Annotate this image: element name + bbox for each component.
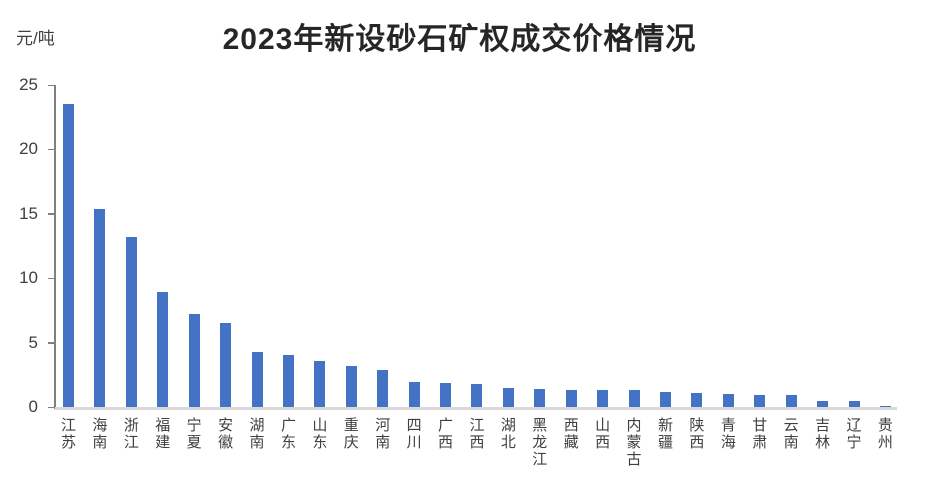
bar	[691, 393, 703, 407]
y-axis-tick	[48, 342, 55, 344]
bar	[408, 381, 420, 407]
y-axis-tick-label: 0	[28, 397, 38, 416]
bar	[94, 208, 106, 407]
y-axis-unit-label: 元/吨	[16, 29, 55, 48]
x-axis-label: 西藏	[561, 417, 579, 451]
bar	[377, 370, 389, 407]
bar	[817, 400, 829, 407]
bar	[628, 389, 640, 407]
y-axis-tick-label: 5	[28, 332, 38, 352]
y-axis-line	[53, 85, 56, 409]
y-axis-tick	[48, 148, 55, 151]
x-axis-label: 江苏	[59, 417, 76, 451]
bar	[597, 390, 609, 407]
x-axis-label: 陕西	[687, 417, 705, 451]
bar	[471, 384, 483, 407]
y-axis-tick	[48, 213, 55, 215]
x-axis-label: 湖北	[498, 417, 516, 451]
bar	[534, 388, 546, 407]
y-axis-tick-label: 15	[19, 203, 38, 223]
x-axis-label: 河南	[373, 417, 391, 451]
bar	[125, 236, 137, 407]
x-axis-label: 广西	[436, 417, 454, 451]
chart-title: 2023年新设砂石矿权成交价格情况	[222, 23, 697, 56]
y-axis-tick	[48, 277, 55, 280]
bar	[502, 387, 514, 407]
bar	[314, 361, 326, 407]
x-axis-label: 海南	[90, 417, 108, 451]
bar	[251, 351, 263, 407]
bar	[63, 104, 74, 407]
x-axis-label: 江西	[467, 417, 485, 451]
y-axis-tick	[48, 406, 55, 408]
bar	[188, 314, 200, 407]
bar	[754, 395, 766, 407]
x-axis-label: 宁夏	[184, 417, 202, 451]
bar	[722, 394, 734, 407]
bar	[157, 292, 169, 407]
x-axis-label: 湖南	[247, 417, 265, 451]
bar	[282, 355, 294, 407]
bar	[440, 382, 452, 407]
y-axis-tick-label: 10	[19, 268, 38, 288]
bar	[785, 395, 797, 407]
bar	[565, 390, 577, 407]
x-axis-label: 吉林	[813, 417, 831, 451]
x-axis-label: 贵州	[875, 417, 893, 451]
bar	[659, 392, 671, 407]
x-axis-label: 甘肃	[750, 417, 768, 451]
y-axis-tick-label: 20	[19, 139, 38, 159]
x-axis-label: 安徽	[216, 417, 234, 451]
x-axis-label: 四川	[404, 417, 422, 451]
x-axis-label: 云南	[781, 417, 799, 451]
x-axis-line	[55, 407, 897, 410]
x-axis-label: 辽宁	[844, 417, 862, 451]
bar	[848, 400, 860, 407]
x-axis-label: 新疆	[655, 417, 673, 451]
x-axis-label: 黑龙江	[530, 417, 548, 468]
bar	[879, 405, 891, 407]
x-axis-label: 重庆	[341, 417, 359, 451]
x-axis-label: 广东	[278, 417, 296, 451]
x-axis-label: 浙江	[121, 417, 139, 451]
x-axis-label: 内蒙古	[624, 417, 642, 468]
bar	[345, 365, 357, 407]
x-axis-label: 福建	[153, 417, 171, 451]
y-axis-tick-label: 25	[19, 75, 38, 94]
bar	[220, 323, 232, 407]
x-axis-label: 青海	[718, 417, 736, 451]
y-axis-tick	[48, 84, 55, 86]
x-axis-label: 山东	[310, 417, 328, 451]
x-axis-label: 山西	[593, 417, 611, 451]
